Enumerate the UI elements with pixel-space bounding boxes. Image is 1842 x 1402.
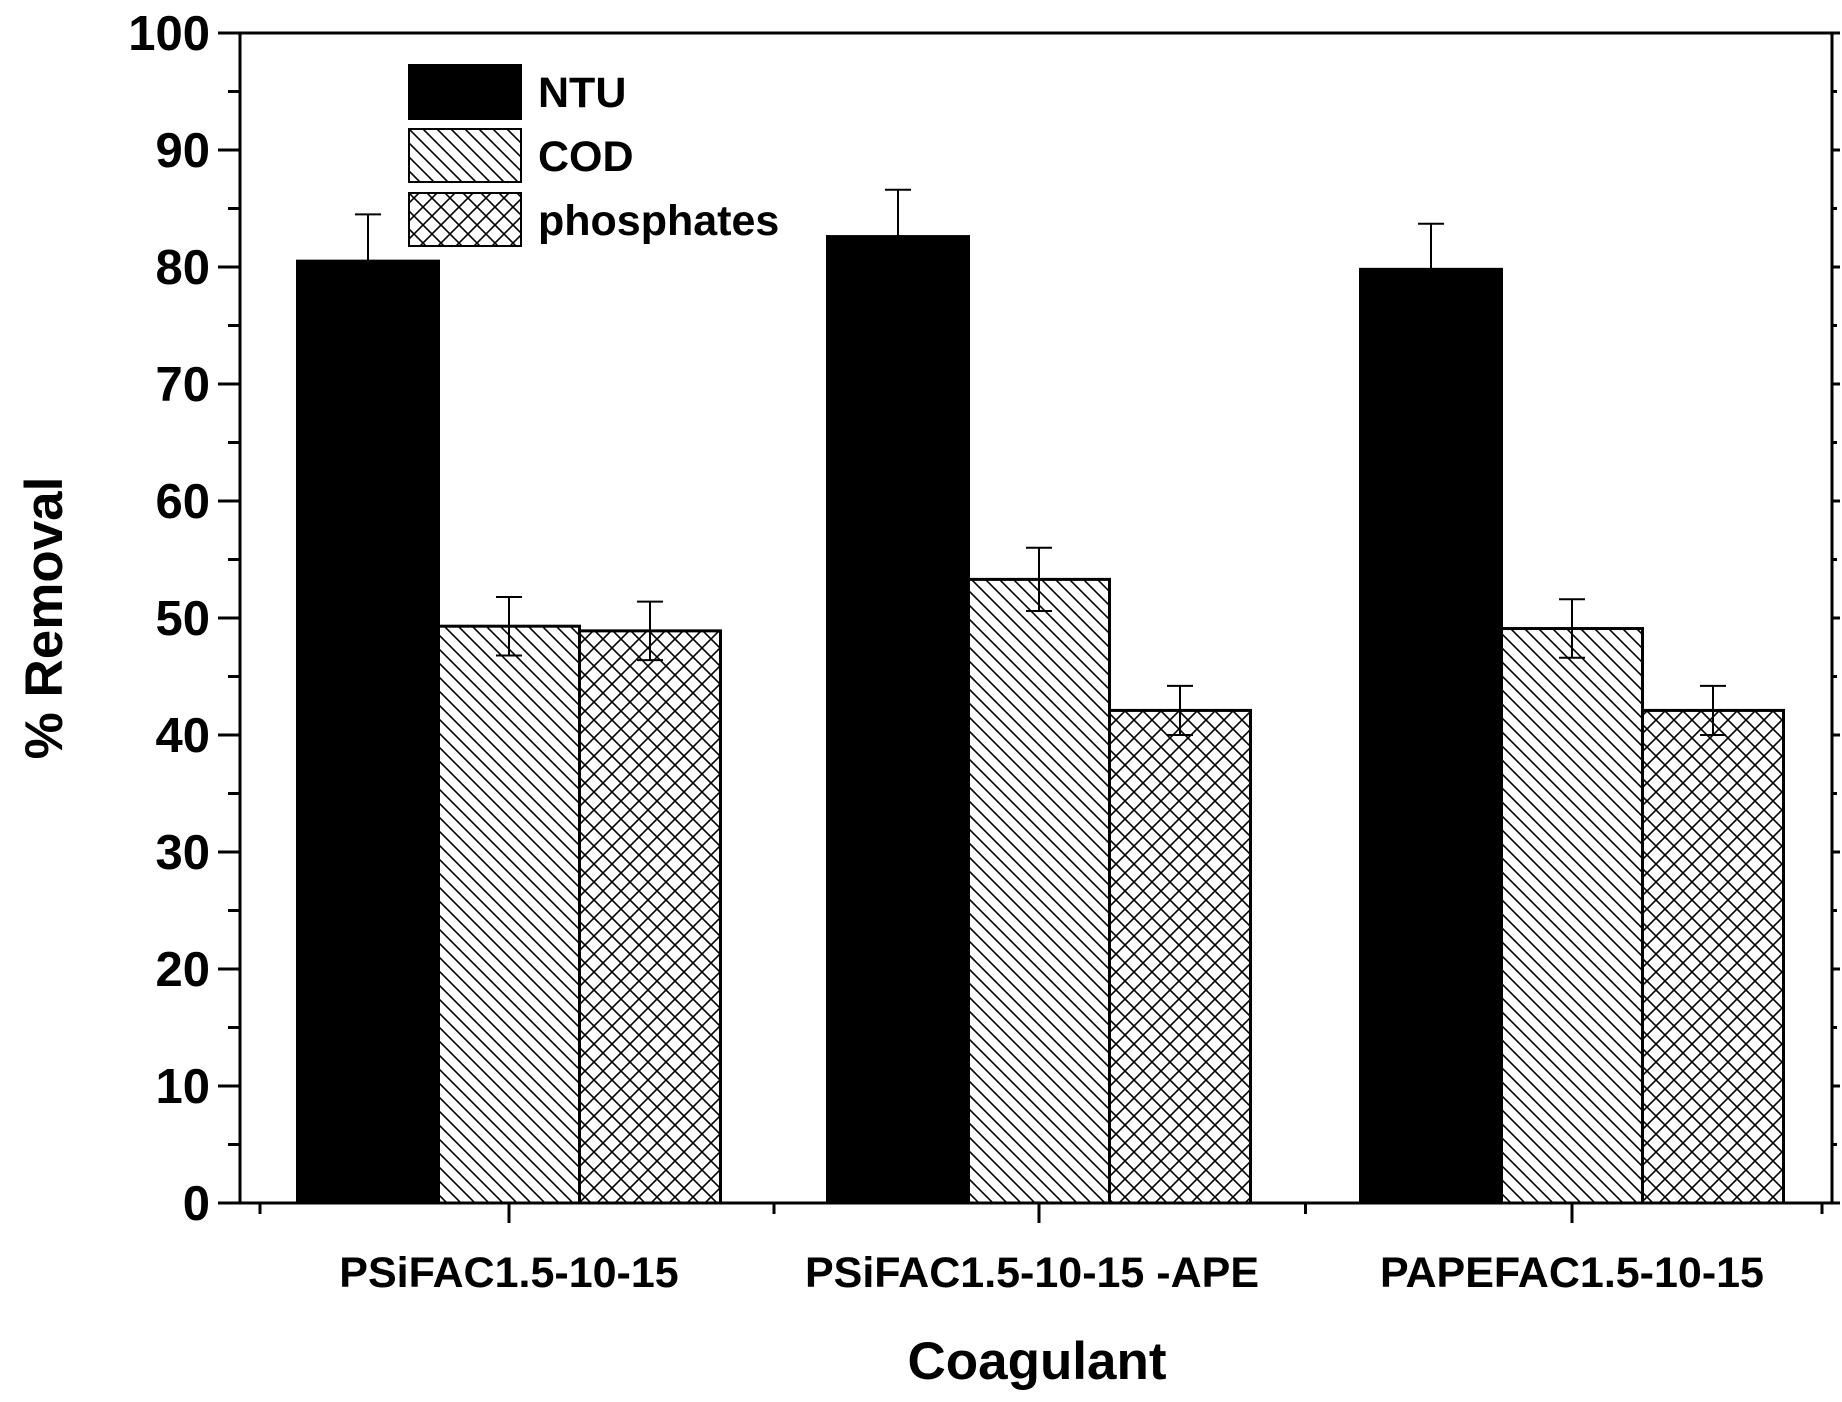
- bar-cod-psifac1-5-10-15-ape: [967, 577, 1111, 1205]
- y-tick-label-80: 80: [155, 241, 210, 295]
- bar-series: [296, 235, 1785, 1205]
- x-axis-ticks: [258, 1203, 1824, 1223]
- y-tick-label-30: 30: [155, 826, 210, 880]
- y-tick-label-50: 50: [155, 592, 210, 646]
- y-tick-label-70: 70: [155, 358, 210, 412]
- x-axis-category-labels: PSiFAC1.5-10-15 PSiFAC1.5-10-15 -APE PAPEF…: [339, 1249, 1764, 1297]
- legend-label-cod: COD: [538, 133, 634, 181]
- legend: NTU COD phosphates: [408, 64, 779, 247]
- legend-swatch-phosphates: [408, 192, 522, 247]
- y-tick-label-0: 0: [183, 1177, 210, 1231]
- y-axis-tick-labels: 0 10 20 30 40 50 60 70 80 90 100: [128, 7, 210, 1231]
- y-tick-label-10: 10: [155, 1060, 210, 1114]
- legend-label-phosphates: phosphates: [538, 197, 779, 245]
- bar-cod-papefac1-5-10-15: [1500, 627, 1644, 1205]
- x-category-label-papefac1-5-10-15: PAPEFAC1.5-10-15: [1380, 1249, 1764, 1297]
- legend-swatch-ntu: [408, 64, 522, 120]
- y-tick-label-60: 60: [155, 475, 210, 529]
- bar-ntu-psifac1-5-10-15-ape: [826, 235, 970, 1205]
- bar-ntu-psifac1-5-10-15: [296, 259, 440, 1205]
- bar-phosphates-psifac1-5-10-15-ape: [1108, 708, 1252, 1205]
- x-axis-title: Coagulant: [907, 1332, 1166, 1391]
- bar-ntu-papefac1-5-10-15: [1359, 267, 1503, 1205]
- legend-swatch-cod: [408, 128, 522, 183]
- y-tick-label-100: 100: [128, 7, 210, 61]
- legend-label-ntu: NTU: [538, 69, 626, 117]
- y-tick-label-90: 90: [155, 124, 210, 178]
- bar-phosphates-psifac1-5-10-15: [578, 629, 722, 1205]
- y-tick-label-20: 20: [155, 943, 210, 997]
- error-bars: [355, 188, 1726, 736]
- y-axis-ticks: [218, 31, 1840, 1205]
- x-category-label-psifac1-5-10-15-ape: PSiFAC1.5-10-15 -APE: [805, 1249, 1259, 1297]
- y-axis-title: % Removal: [15, 477, 74, 760]
- y-tick-label-40: 40: [155, 709, 210, 763]
- bar-cod-psifac1-5-10-15: [437, 624, 581, 1205]
- bar-phosphates-papefac1-5-10-15: [1641, 708, 1785, 1205]
- x-category-label-psifac1-5-10-15: PSiFAC1.5-10-15: [339, 1249, 678, 1297]
